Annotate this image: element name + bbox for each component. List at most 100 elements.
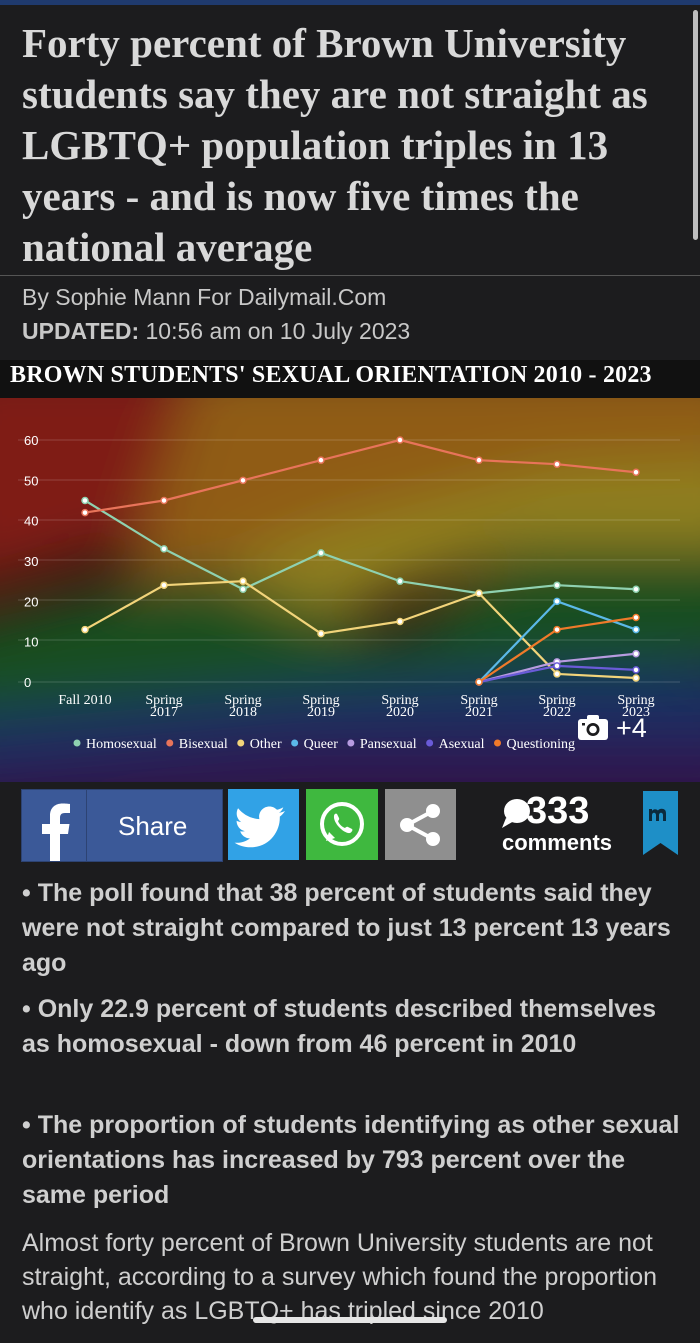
speech-bubble-icon: [502, 799, 530, 828]
y-tick-label: 40: [24, 514, 38, 529]
data-point: [553, 670, 561, 678]
twitter-bird-icon: [234, 806, 285, 848]
chart-title: BROWN STUDENTS' SEXUAL ORIENTATION 2010 …: [10, 362, 652, 388]
series-questioning: [475, 613, 640, 686]
legend-label: Pansexual: [360, 737, 417, 752]
legend-swatch: [426, 739, 434, 747]
legend-swatch: [73, 739, 81, 747]
comments-link[interactable]: 333 comments: [500, 790, 625, 860]
x-tick-label: Spring 2017: [145, 693, 182, 720]
legend-label: Bisexual: [179, 737, 228, 752]
data-point: [317, 456, 325, 464]
data-point: [632, 613, 640, 622]
data-point: [396, 617, 404, 626]
data-point: [632, 674, 640, 682]
legend-label: Other: [250, 737, 282, 752]
data-point: [632, 666, 640, 674]
data-point: [317, 629, 325, 638]
legend-swatch: [166, 739, 174, 747]
series-line: [84, 438, 637, 514]
scrollbar[interactable]: [693, 10, 698, 240]
legend-swatch: [347, 739, 355, 747]
data-point: [632, 650, 640, 658]
legend-swatch: [291, 739, 299, 747]
legend-label: Queer: [304, 737, 339, 752]
data-point: [475, 589, 483, 598]
data-point: [317, 549, 325, 557]
article-headline: Forty percent of Brown University studen…: [22, 20, 648, 270]
data-point: [632, 625, 640, 634]
summary-bullet-3: • The proportion of students identifying…: [22, 1111, 680, 1209]
camera-icon[interactable]: [577, 713, 609, 741]
home-indicator[interactable]: [253, 1317, 447, 1323]
x-tick-label: Spring 2020: [381, 693, 418, 720]
data-point: [396, 436, 404, 444]
twitter-share-button[interactable]: [228, 789, 299, 860]
data-point: [632, 468, 640, 477]
updated-value: 10:56 am on 10 July 2023: [145, 318, 411, 344]
data-point: [239, 585, 247, 593]
share-label: Share: [118, 811, 188, 841]
facebook-share-button[interactable]: Share: [21, 789, 223, 862]
data-point: [81, 508, 89, 517]
series-line: [84, 499, 637, 595]
comments-count: 333: [526, 790, 590, 832]
dailymail-badge-icon[interactable]: [643, 791, 678, 855]
data-point: [475, 678, 483, 686]
data-point: [81, 625, 89, 634]
y-tick-label: 50: [24, 473, 38, 488]
y-tick-label: 60: [24, 433, 38, 448]
legend-label: Questioning: [507, 737, 575, 752]
x-tick-label: Spring 2022: [538, 693, 575, 720]
legend-swatch: [494, 739, 502, 747]
byline[interactable]: By Sophie Mann For Dailymail.Com: [22, 284, 387, 310]
more-share-button[interactable]: [385, 789, 456, 860]
data-point: [160, 581, 168, 589]
chart-title-bar: [0, 360, 700, 398]
series-other: [81, 577, 640, 682]
share-nodes-icon: [400, 804, 440, 846]
chart-image[interactable]: 60 50 40 30 20 10 0 Fall 2010 Spring 2017 Spring 2…: [0, 398, 700, 782]
data-point: [239, 476, 247, 485]
data-point: [632, 585, 640, 593]
x-tick-label: Spring 2021: [460, 693, 497, 720]
article-body: Almost forty percent of Brown University…: [22, 1229, 658, 1325]
whatsapp-icon: [320, 802, 364, 846]
data-point: [553, 581, 561, 589]
legend-label: Asexual: [439, 737, 485, 752]
facebook-icon: [42, 790, 87, 861]
summary-bullet-1: • The poll found that 38 percent of stud…: [22, 879, 671, 977]
series-bisexual: [81, 436, 640, 517]
line-chart: 60 50 40 30 20 10 0 Fall 2010 Spring 2017 Spring 2…: [0, 398, 700, 782]
x-tick-label: Spring 2018: [224, 693, 261, 720]
gridlines: [18, 439, 680, 683]
data-point: [239, 577, 247, 585]
x-tick-label: Spring 2023: [617, 693, 654, 720]
x-tick-label: Spring 2019: [302, 693, 339, 720]
chart-series: [81, 436, 640, 686]
summary-bullet-2: • Only 22.9 percent of students describe…: [22, 995, 656, 1058]
comments-label: comments: [502, 830, 613, 855]
data-point: [553, 625, 561, 634]
data-point: [553, 460, 561, 468]
x-axis-ticks: Fall 2010 Spring 2017 Spring 2018 Spring 2019 S…: [58, 693, 654, 720]
series-line: [84, 580, 637, 680]
x-tick-label: Fall 2010: [58, 693, 111, 708]
data-point: [553, 597, 561, 606]
gallery-more-count[interactable]: +4: [616, 713, 647, 743]
data-point: [81, 496, 89, 505]
y-axis-ticks: 60 50 40 30 20 10 0: [24, 433, 38, 690]
updated-timestamp: UPDATED: 10:56 am on 10 July 2023: [22, 318, 410, 345]
updated-label: UPDATED:: [22, 318, 140, 344]
y-tick-label: 0: [24, 675, 31, 690]
data-point: [553, 662, 561, 670]
divider: [0, 275, 700, 276]
whatsapp-share-button[interactable]: [306, 789, 378, 860]
y-tick-label: 10: [24, 635, 38, 650]
data-point: [475, 456, 483, 464]
top-accent-bar: [0, 0, 700, 5]
series-asexual: [475, 662, 640, 686]
data-point: [160, 496, 168, 505]
chart-legend: Homosexual Bisexual Other Queer Pansexual Ase…: [73, 737, 575, 752]
legend-swatch: [237, 739, 245, 747]
